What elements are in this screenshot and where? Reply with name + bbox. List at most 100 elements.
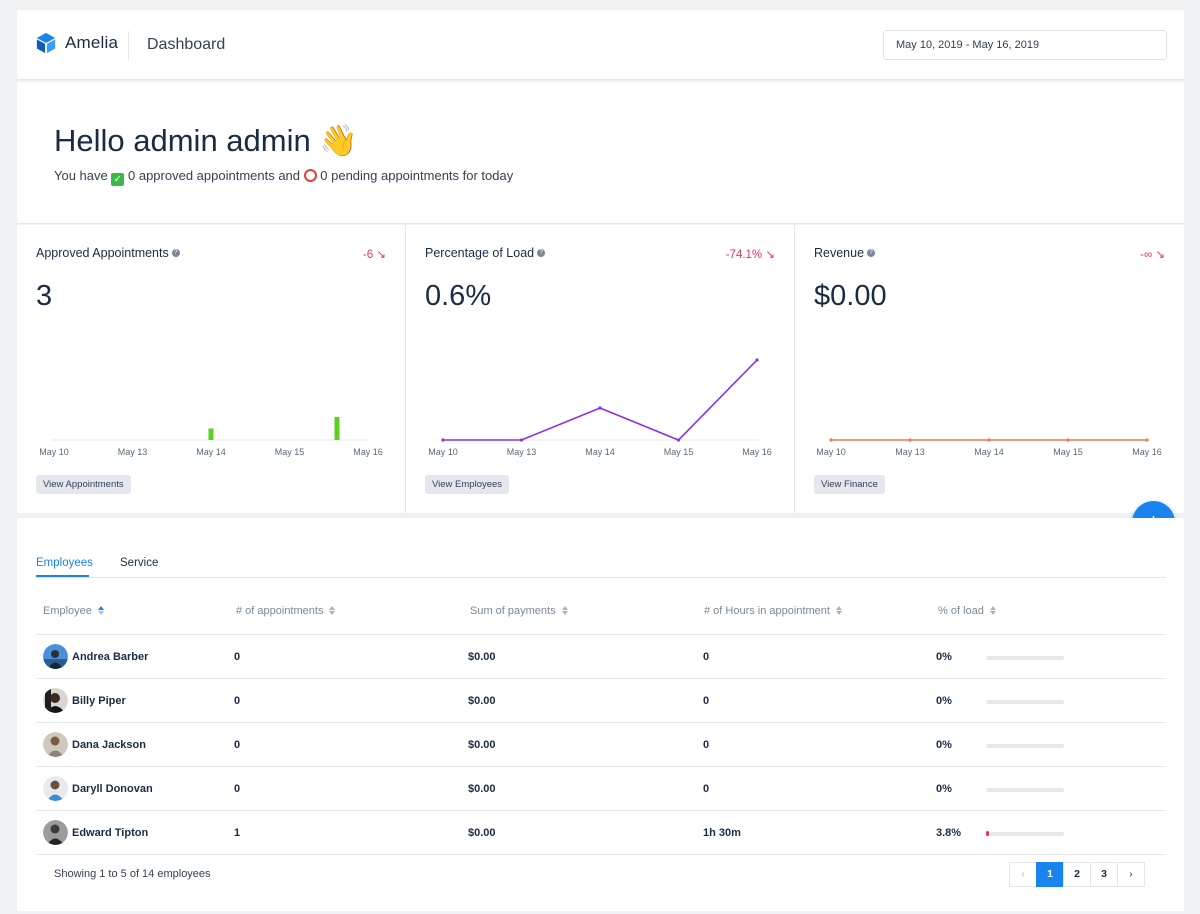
card-approved-appointments: Approved Appointments? -6 ↘ 3 May 10 May …	[17, 225, 406, 513]
greeting-title: Hello admin admin 👋	[54, 122, 358, 159]
chart-tick-label: May 13	[507, 447, 537, 457]
payments-sum: $0.00	[468, 739, 496, 751]
column-header-load[interactable]: % of load	[938, 605, 997, 617]
sort-icon	[835, 606, 843, 615]
chart-tick-label: May 13	[895, 447, 925, 457]
help-icon[interactable]: ?	[867, 249, 876, 257]
chart-point	[829, 438, 833, 442]
view-appointments-button[interactable]: View Appointments	[36, 475, 131, 494]
next-page-button[interactable]: ›	[1117, 862, 1145, 887]
chart-point	[598, 406, 602, 410]
chart-tick-label: May 15	[664, 447, 694, 457]
appointments-count: 0	[234, 739, 241, 751]
table-row[interactable]: Edward Tipton 1 $0.00 1h 30m 3.8%	[36, 811, 1166, 855]
app-name: Amelia	[65, 33, 119, 52]
avatar	[43, 732, 68, 757]
load-progress-bar	[986, 656, 1064, 660]
column-header-label: Sum of payments	[470, 605, 556, 617]
alarm-clock-icon	[303, 169, 317, 182]
tab-employees[interactable]: Employees	[36, 557, 93, 569]
avatar	[43, 644, 68, 669]
page-button-2[interactable]: 2	[1063, 862, 1091, 887]
hours-in-appointment: 0	[703, 783, 710, 795]
tab-service[interactable]: Service	[120, 557, 159, 569]
chart-tick-label: May 14	[974, 447, 1004, 457]
load-percent: 3.8%	[936, 827, 962, 839]
card-delta: -∞ ↘	[1140, 247, 1165, 261]
chart-series-line	[443, 359, 758, 441]
load-progress-bar	[986, 788, 1064, 792]
page-title: Dashboard	[147, 36, 226, 53]
chart-point	[1145, 438, 1149, 442]
page-button-1[interactable]: 1	[1036, 862, 1064, 887]
employee-name[interactable]: Andrea Barber	[72, 651, 149, 663]
employee-name[interactable]: Dana Jackson	[72, 739, 146, 751]
card-delta: -6 ↘	[363, 247, 386, 261]
column-header-appointments[interactable]: # of appointments	[236, 605, 336, 617]
prev-page-button[interactable]: ‹	[1009, 862, 1037, 887]
greeting-panel: Hello admin admin 👋 You have ✓ 0 approve…	[17, 82, 1184, 224]
chart-point	[519, 438, 524, 442]
help-icon[interactable]: ?	[537, 249, 546, 257]
active-tab-indicator	[36, 575, 89, 577]
sort-icon	[561, 606, 569, 615]
table-row[interactable]: Billy Piper 0 $0.00 0 0%	[36, 679, 1166, 723]
chart-point	[1066, 438, 1070, 442]
table-header-divider	[36, 634, 1166, 635]
hours-in-appointment: 0	[703, 739, 710, 751]
greeting-sub-middle: 0 approved appointments and	[128, 168, 301, 183]
chart-bar	[208, 428, 214, 440]
chart-tick-label: May 10	[816, 447, 846, 457]
payments-sum: $0.00	[468, 827, 496, 839]
appointments-count: 0	[234, 651, 241, 663]
card-delta-value: -∞	[1140, 249, 1153, 261]
load-progress-bar	[986, 700, 1064, 704]
payments-sum: $0.00	[468, 651, 496, 663]
card-delta-value: -6	[362, 249, 374, 261]
card-revenue: Revenue? -∞ ↘ $0.00 May 10 May 13 May 14 Ma…	[795, 225, 1184, 513]
chart-tick-label: May 10	[428, 447, 458, 457]
column-header-label: Employee	[43, 605, 92, 617]
chart-tick-label: May 15	[275, 447, 305, 457]
load-percent: 0%	[936, 783, 952, 795]
trend-down-icon: ↘	[376, 249, 386, 261]
help-icon[interactable]: ?	[171, 249, 180, 257]
table-row[interactable]: Andrea Barber 0 $0.00 0 0%	[36, 635, 1166, 679]
employee-name[interactable]: Daryll Donovan	[72, 783, 153, 795]
card-title-text: Revenue	[814, 246, 865, 260]
hours-in-appointment: 0	[703, 651, 710, 663]
column-header-hours[interactable]: # of Hours in appointment	[704, 605, 843, 617]
appointments-count: 0	[234, 783, 241, 795]
check-icon: ✓	[111, 173, 125, 186]
load-percent: 0%	[936, 695, 952, 707]
column-header-payments[interactable]: Sum of payments	[470, 605, 569, 617]
hours-in-appointment: 1h 30m	[703, 827, 741, 839]
employee-name[interactable]: Edward Tipton	[72, 827, 149, 839]
tab-bar: Employees Service	[36, 554, 1166, 578]
revenue-chart: May 10 May 13 May 14 May 15 May 16	[816, 438, 1162, 457]
trend-down-icon: ↘	[765, 249, 775, 261]
employee-name[interactable]: Billy Piper	[72, 695, 126, 707]
column-header-employee[interactable]: Employee	[43, 605, 105, 617]
stat-cards: Approved Appointments? -6 ↘ 3 May 10 May …	[17, 225, 1184, 513]
table-row[interactable]: Dana Jackson 0 $0.00 0 0%	[36, 723, 1166, 767]
trend-down-icon: ↘	[1155, 249, 1165, 261]
view-employees-button[interactable]: View Employees	[425, 475, 510, 494]
column-header-label: # of Hours in appointment	[704, 605, 830, 617]
chart-point	[755, 358, 759, 362]
column-header-label: % of load	[938, 605, 984, 617]
table-row[interactable]: Daryll Donovan 0 $0.00 0 0%	[36, 767, 1166, 811]
view-finance-button[interactable]: View Finance	[814, 475, 885, 494]
load-percent: 0%	[936, 651, 952, 663]
greeting-text: Hello admin admin	[54, 123, 311, 158]
chart-tick-label: May 10	[39, 447, 69, 457]
appointments-count: 1	[234, 827, 241, 839]
date-range-picker[interactable]: May 10, 2019 - May 16, 2019	[883, 30, 1167, 60]
amelia-logo-icon	[36, 32, 56, 54]
page-button-3[interactable]: 3	[1090, 862, 1118, 887]
card-title-text: Approved Appointments	[36, 246, 169, 260]
percentage-of-load-chart: May 10 May 13 May 14 May 15 May 16	[428, 358, 772, 457]
avatar	[43, 776, 68, 801]
app-logo[interactable]: Amelia	[35, 32, 118, 54]
approved-appointments-chart: May 10 May 13 May 14 May 15 May 16	[39, 417, 383, 457]
